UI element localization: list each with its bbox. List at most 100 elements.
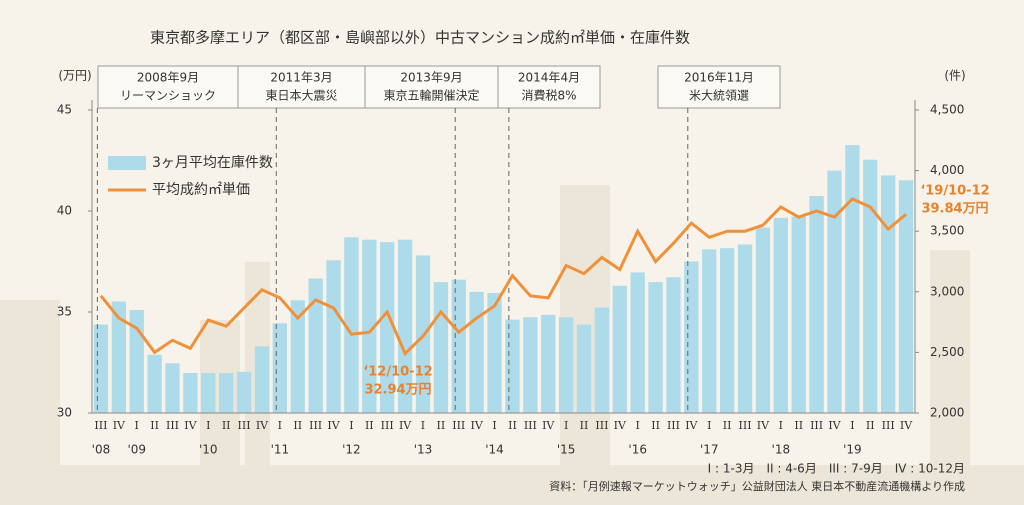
year-label: '08 xyxy=(92,443,111,457)
bar xyxy=(362,239,377,413)
x-tick-label: II xyxy=(222,419,231,432)
x-tick-label: I xyxy=(636,419,640,432)
bar xyxy=(505,319,520,413)
x-tick-label: III xyxy=(94,419,107,432)
legend-label: 平均成約㎡単価 xyxy=(152,182,250,198)
bar xyxy=(397,239,413,413)
event-name: 東京五輪開催決定 xyxy=(383,88,479,103)
bar xyxy=(630,272,645,413)
x-tick-label: II xyxy=(365,419,374,432)
x-tick-label: IV xyxy=(184,419,197,432)
event-box xyxy=(497,65,601,109)
x-tick-label: I xyxy=(421,419,425,432)
bar xyxy=(719,248,735,413)
bar xyxy=(308,278,323,413)
event-name: 東日本大震災 xyxy=(265,89,337,103)
x-tick-label: III xyxy=(309,419,322,432)
bar xyxy=(451,279,466,413)
y-tick-label: 40 xyxy=(57,204,72,218)
x-tick-label: III xyxy=(882,419,895,432)
bar xyxy=(201,373,216,413)
x-tick-label: I xyxy=(492,419,496,432)
bar xyxy=(755,227,771,413)
bar xyxy=(594,307,610,413)
y-tick-label: 30 xyxy=(57,406,72,420)
x-tick-label: I xyxy=(349,419,353,432)
year-label: '13 xyxy=(414,443,433,457)
bar xyxy=(183,373,198,413)
event-date: 2008年9月 xyxy=(137,71,199,85)
y2-tick-label: 2,500 xyxy=(930,345,964,359)
bar xyxy=(612,285,627,413)
bar xyxy=(433,282,449,413)
bar xyxy=(487,293,502,413)
bar xyxy=(791,216,806,413)
bar xyxy=(219,373,234,413)
bar xyxy=(326,260,341,413)
y2-tick-label: 3,500 xyxy=(930,224,964,238)
x-tick-label: III xyxy=(739,419,752,432)
annotation-period: ‘12/10-12 xyxy=(363,365,432,380)
x-tick-label: IV xyxy=(542,419,555,432)
year-label: '15 xyxy=(557,443,576,457)
bar xyxy=(737,244,753,413)
legend-swatch xyxy=(108,156,146,170)
bar xyxy=(111,301,126,413)
x-tick-label: IV xyxy=(327,419,340,432)
event-box xyxy=(237,65,366,109)
bar xyxy=(773,217,788,413)
event-date: 2014年4月 xyxy=(518,71,580,85)
x-tick-label: II xyxy=(508,419,517,432)
x-tick-label: I xyxy=(135,419,139,432)
x-tick-label: IV xyxy=(614,419,627,432)
bar xyxy=(380,242,395,413)
bar xyxy=(469,291,484,413)
bar xyxy=(344,237,359,413)
y2-tick-label: 3,000 xyxy=(930,284,964,298)
x-tick-label: III xyxy=(238,419,251,432)
bar xyxy=(236,371,252,413)
bar xyxy=(165,363,180,413)
y-unit: (万円) xyxy=(58,69,91,83)
y2-tick-label: 4,000 xyxy=(930,163,964,177)
bar xyxy=(129,309,144,413)
event-date: 2013年9月 xyxy=(400,71,462,85)
year-label: '09 xyxy=(127,443,146,457)
x-tick-label: I xyxy=(206,419,210,432)
bar xyxy=(541,314,556,413)
x-tick-label: IV xyxy=(471,419,484,432)
x-tick-label: III xyxy=(524,419,537,432)
x-tick-label: III xyxy=(595,419,608,432)
x-tick-label: II xyxy=(794,419,803,432)
event-box xyxy=(364,65,499,109)
x-tick-label: IV xyxy=(113,419,126,432)
event-box xyxy=(97,65,239,109)
x-tick-label: III xyxy=(166,419,179,432)
x-tick-label: III xyxy=(810,419,823,432)
bar xyxy=(147,354,162,413)
annotation-value: 32.94万円 xyxy=(364,383,431,398)
bar xyxy=(863,159,878,413)
event-name: 米大統領選 xyxy=(689,88,749,103)
event-name: リーマンショック xyxy=(120,89,216,103)
bar xyxy=(845,145,860,413)
bar xyxy=(93,324,109,413)
x-tick-label: II xyxy=(866,419,875,432)
bar xyxy=(523,317,538,413)
event-box xyxy=(657,65,781,109)
x-tick-label: II xyxy=(150,419,159,432)
bar xyxy=(576,324,592,413)
event-date: 2016年11月 xyxy=(684,71,754,85)
year-label: '19 xyxy=(843,443,862,457)
x-tick-label: I xyxy=(564,419,568,432)
x-tick-label: IV xyxy=(828,419,841,432)
bar xyxy=(881,175,896,413)
x-tick-label: IV xyxy=(399,419,412,432)
year-label: '10 xyxy=(199,443,218,457)
x-tick-label: I xyxy=(278,419,282,432)
y2-tick-label: 2,000 xyxy=(930,406,964,420)
bar xyxy=(702,249,717,413)
x-tick-label: IV xyxy=(685,419,698,432)
bar xyxy=(254,346,270,413)
